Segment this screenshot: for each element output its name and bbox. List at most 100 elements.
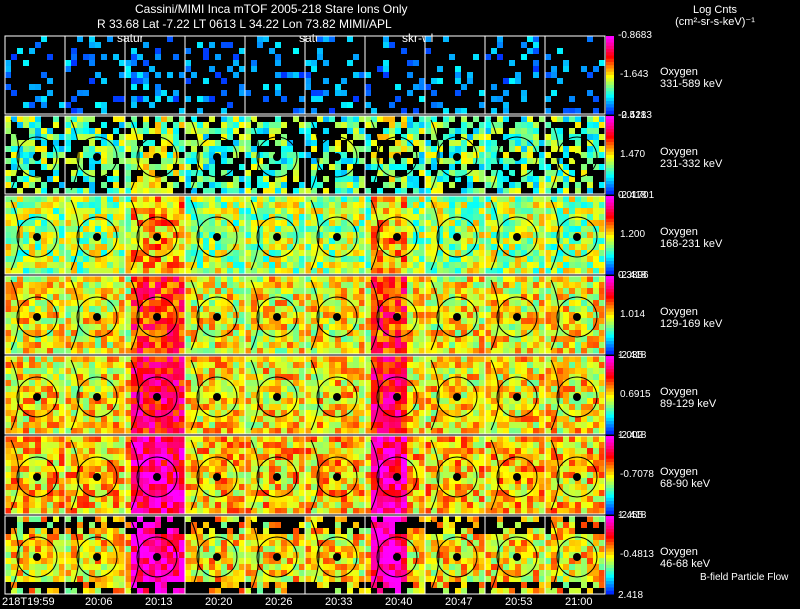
heatmap-cell (71, 232, 77, 238)
heatmap-cell (155, 386, 161, 392)
heatmap-cell (341, 300, 347, 306)
heatmap-cell (539, 202, 545, 208)
colorbar-segment (606, 190, 614, 195)
heatmap-cell (131, 336, 137, 342)
heatmap-cell (71, 404, 77, 410)
heatmap-cell (563, 374, 569, 380)
heatmap-cell (533, 276, 539, 282)
heatmap-cell (539, 356, 545, 362)
heatmap-cell (173, 214, 179, 220)
heatmap-cell (383, 128, 389, 134)
heatmap-cell (23, 164, 29, 170)
heatmap-cell (263, 220, 269, 226)
heatmap-cell (503, 116, 509, 122)
heatmap-cell (35, 282, 41, 288)
heatmap-cell (317, 214, 323, 220)
heatmap-cell (305, 294, 311, 300)
heatmap-cell (191, 318, 197, 324)
heatmap-cell (533, 158, 539, 164)
heatmap-cell (41, 386, 47, 392)
heatmap-cell (443, 374, 449, 380)
heatmap-cell (461, 368, 467, 374)
heatmap-cell (479, 348, 485, 354)
heatmap-cell (125, 392, 131, 398)
heatmap-cell (575, 300, 581, 306)
heatmap-cell (269, 158, 275, 164)
heatmap-cell (251, 374, 257, 380)
heatmap-cell (359, 336, 365, 342)
heatmap-cell (305, 362, 311, 368)
heatmap-cell (437, 122, 443, 128)
heatmap-cell (203, 312, 209, 318)
heatmap-cell (395, 410, 401, 416)
heatmap-cell (305, 238, 311, 244)
heatmap-cell (557, 398, 563, 404)
heatmap-cell (371, 300, 377, 306)
heatmap-cell (53, 232, 59, 238)
heatmap-cell (539, 398, 545, 404)
heatmap-cell (479, 306, 485, 312)
heatmap-cell (125, 226, 131, 232)
heatmap-cell (407, 386, 413, 392)
heatmap-cell (515, 238, 521, 244)
heatmap-cell (587, 238, 593, 244)
heatmap-cell (263, 330, 269, 336)
heatmap-cell (143, 202, 149, 208)
heatmap-cell (347, 232, 353, 238)
heatmap-cell (509, 312, 515, 318)
heatmap-cell (29, 294, 35, 300)
heatmap-cell (41, 232, 47, 238)
heatmap-cell (113, 226, 119, 232)
heatmap-cell (89, 330, 95, 336)
field-line (370, 279, 380, 351)
heatmap-cell (251, 202, 257, 208)
heatmap-cell (359, 250, 365, 256)
heatmap-cell (47, 398, 53, 404)
heatmap-cell (437, 276, 443, 282)
heatmap-cell (437, 170, 443, 176)
heatmap-cell (359, 374, 365, 380)
heatmap-cell (329, 356, 335, 362)
heatmap-cell (233, 282, 239, 288)
heatmap-cell (341, 256, 347, 262)
heatmap-cell (353, 268, 359, 274)
field-line (190, 119, 200, 191)
heatmap-cell (191, 196, 197, 202)
heatmap-cell (143, 380, 149, 386)
heatmap-cell (485, 380, 491, 386)
heatmap-cell (395, 336, 401, 342)
heatmap-cell (389, 202, 395, 208)
heatmap-cell (515, 262, 521, 268)
heatmap-cell (539, 318, 545, 324)
heatmap-cell (161, 356, 167, 362)
heatmap-cell (281, 276, 287, 282)
heatmap-cell (539, 368, 545, 374)
heatmap-cell (497, 36, 503, 42)
heatmap-cell (167, 410, 173, 416)
heatmap-cell (569, 276, 575, 282)
heatmap-cell (53, 356, 59, 362)
heatmap-cell (563, 66, 569, 72)
heatmap-cell (149, 146, 155, 152)
heatmap-cell (437, 380, 443, 386)
heatmap-cell (533, 368, 539, 374)
heatmap-cell (383, 380, 389, 386)
heatmap-cell (545, 330, 551, 336)
heatmap-cell (329, 116, 335, 122)
heatmap-cell (515, 182, 521, 188)
heatmap-cell (77, 256, 83, 262)
colorbar-segment (606, 289, 614, 293)
heatmap-cell (467, 404, 473, 410)
heatmap-cell (227, 158, 233, 164)
heatmap-cell (449, 348, 455, 354)
heatmap-cell (245, 312, 251, 318)
heatmap-cell (239, 362, 245, 368)
heatmap-cell (221, 170, 227, 176)
heatmap-cell (383, 244, 389, 250)
heatmap-cell (167, 238, 173, 244)
heatmap-cell (581, 342, 587, 348)
heatmap-cell (599, 380, 605, 386)
heatmap-cell (149, 66, 155, 72)
heatmap-cell (449, 262, 455, 268)
heatmap-cell (581, 164, 587, 170)
